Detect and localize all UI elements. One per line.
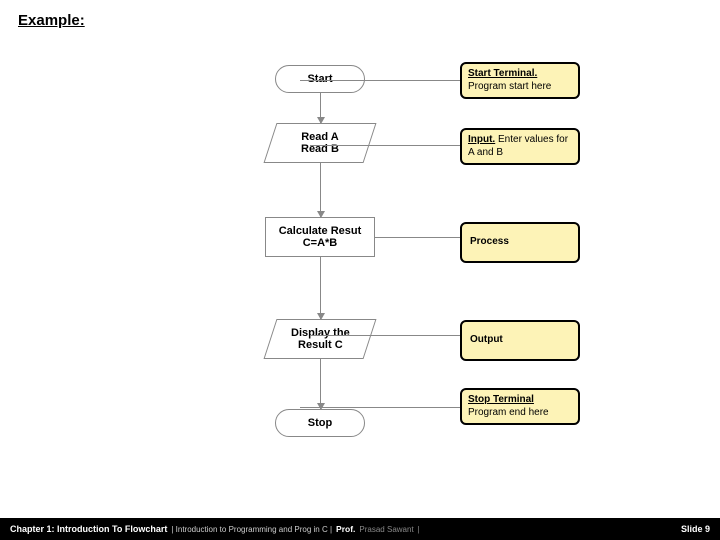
footer-author: Prasad Sawant (359, 525, 413, 534)
flowchart: Start Read A Read B Calculate Resut C=A*… (250, 65, 390, 495)
footer-prof: Prof. (336, 524, 355, 534)
connector-line (310, 145, 460, 146)
connector-line (375, 237, 460, 238)
connector-line (310, 335, 460, 336)
callout-start: Start Terminal. Program start here (460, 62, 580, 99)
footer-bar-sep: | (418, 525, 420, 534)
callout-title: Process (470, 236, 509, 247)
connector-line (300, 80, 460, 81)
callout-output: Output (460, 320, 580, 361)
node-calc: Calculate Resut C=A*B (265, 217, 375, 257)
node-calc-label: Calculate Resut C=A*B (279, 225, 362, 249)
footer-course: | Introduction to Programming and Prog i… (171, 525, 332, 534)
callout-body: Program start here (468, 81, 551, 92)
page-title: Example: (18, 12, 85, 29)
node-stop: Stop (275, 409, 365, 437)
callout-title: Start Terminal. (468, 68, 537, 79)
footer-slide: Slide 9 (681, 524, 710, 534)
node-read: Read A Read B (264, 123, 377, 163)
callout-title: Input. (468, 134, 495, 145)
arrow-calc-display (320, 257, 321, 319)
node-read-label: Read A Read B (301, 131, 339, 155)
footer-chapter: Chapter 1: Introduction To Flowchart (10, 524, 167, 534)
callout-body: Program end here (468, 407, 549, 418)
footer-left: Chapter 1: Introduction To Flowchart | I… (10, 524, 420, 534)
connector-line (300, 407, 460, 408)
node-display-label: Display the Result C (291, 327, 350, 351)
callout-input: Input. Enter values for A and B (460, 128, 580, 165)
callout-title: Output (470, 334, 503, 345)
arrow-start-read (320, 93, 321, 123)
callout-title: Stop Terminal (468, 394, 534, 405)
callout-stop: Stop Terminal Program end here (460, 388, 580, 425)
node-display: Display the Result C (264, 319, 377, 359)
node-start: Start (275, 65, 365, 93)
callout-process: Process (460, 222, 580, 263)
footer-bar: Chapter 1: Introduction To Flowchart | I… (0, 518, 720, 540)
arrow-display-stop (320, 359, 321, 409)
arrow-read-calc (320, 163, 321, 217)
